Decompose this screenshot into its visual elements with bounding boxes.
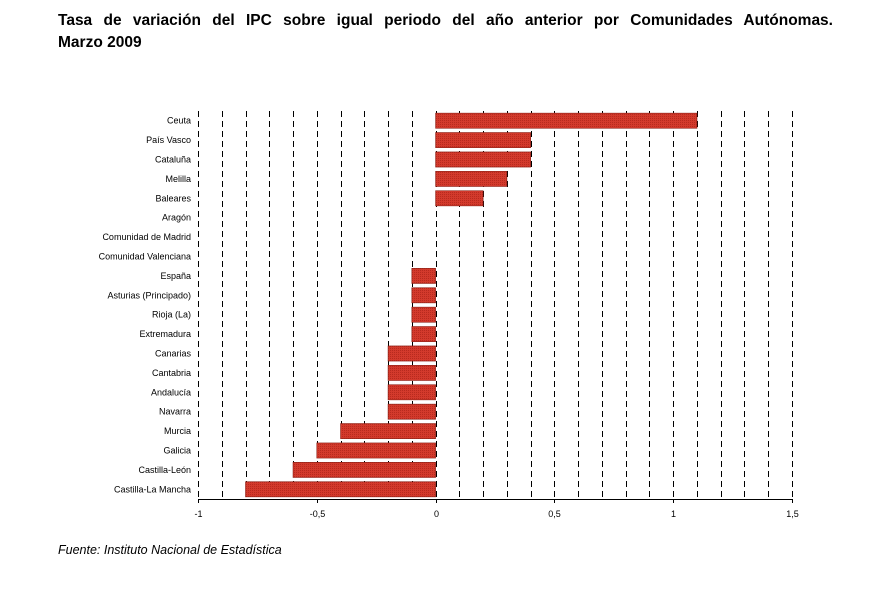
bar <box>292 462 436 478</box>
bar <box>387 384 436 401</box>
category-labels: Ceuta País Vasco Cataluña Melilla Baleares Ar… <box>99 116 192 495</box>
bar <box>411 287 436 304</box>
category-label: Extremadura <box>139 329 191 339</box>
x-tick-label: 0,5 <box>548 509 561 519</box>
x-tick-label: -1 <box>194 509 202 519</box>
bar <box>435 171 508 187</box>
category-label: Castilla-León <box>138 465 191 475</box>
bar <box>435 132 531 148</box>
bar <box>411 306 436 323</box>
x-tick-label: 1 <box>671 509 676 519</box>
bar <box>411 268 436 284</box>
bar <box>340 423 436 439</box>
category-label: Comunidad de Madrid <box>102 232 191 242</box>
bar <box>316 442 436 459</box>
category-label: Cataluña <box>155 155 191 165</box>
category-label: Baleares <box>155 193 191 203</box>
category-label: Rioja (La) <box>152 310 191 320</box>
source-note: Fuente: Instituto Nacional de Estadístic… <box>58 543 282 557</box>
category-label: País Vasco <box>146 135 191 145</box>
category-label: España <box>160 271 191 281</box>
category-label: Comunidad Valenciana <box>99 252 191 262</box>
x-axis: -1 -0,5 0 0,5 1 1,5 <box>194 499 799 519</box>
bar <box>435 190 484 207</box>
bar <box>411 326 436 342</box>
grid-lines <box>198 111 793 499</box>
category-label: Ceuta <box>167 116 191 126</box>
chart-title: Tasa de variación del IPC sobre igual pe… <box>58 10 833 54</box>
category-label: Asturias (Principado) <box>107 290 191 300</box>
bar <box>435 112 698 129</box>
category-label: Navarra <box>159 407 191 417</box>
bar <box>387 345 436 362</box>
bar <box>435 151 531 168</box>
category-label: Andalucía <box>151 387 191 397</box>
chart-title-line-2: Marzo 2009 <box>58 34 142 51</box>
bar <box>387 365 436 381</box>
x-tick-label: -0,5 <box>310 509 326 519</box>
category-label: Cantabria <box>152 368 191 378</box>
category-label: Canarias <box>155 349 192 359</box>
category-label: Melilla <box>165 174 191 184</box>
category-label: Aragón <box>162 213 191 223</box>
category-label: Galicia <box>163 446 191 456</box>
bar <box>387 403 436 420</box>
x-tick-label: 1,5 <box>786 509 799 519</box>
bars <box>245 112 698 498</box>
x-tick-label: 0 <box>434 509 439 519</box>
category-label: Castilla-La Mancha <box>114 484 191 494</box>
category-label: Murcia <box>164 426 191 436</box>
chart-title-line-1: Tasa de variación del IPC sobre igual pe… <box>58 12 833 29</box>
bar <box>245 481 436 498</box>
